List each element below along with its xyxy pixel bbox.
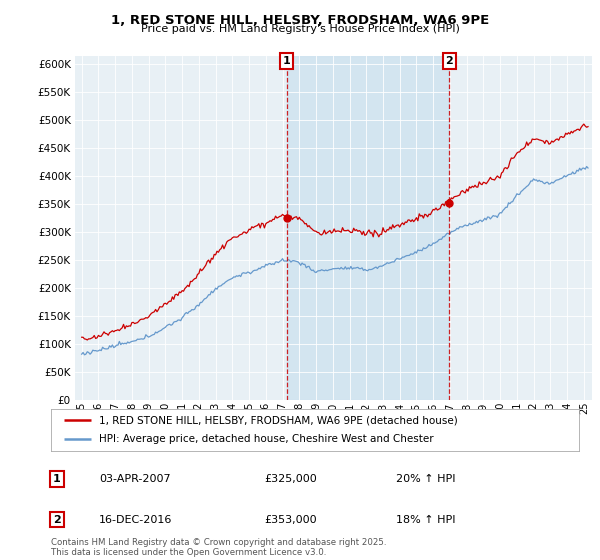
Text: 1: 1 xyxy=(283,56,290,66)
Bar xyxy=(287,56,449,400)
Text: £325,000: £325,000 xyxy=(264,474,317,484)
Text: £353,000: £353,000 xyxy=(264,515,317,525)
Text: 03-APR-2007: 03-APR-2007 xyxy=(99,474,170,484)
Text: HPI: Average price, detached house, Cheshire West and Chester: HPI: Average price, detached house, Ches… xyxy=(98,435,433,445)
Text: 1, RED STONE HILL, HELSBY, FRODSHAM, WA6 9PE (detached house): 1, RED STONE HILL, HELSBY, FRODSHAM, WA6… xyxy=(98,415,457,425)
Text: 18% ↑ HPI: 18% ↑ HPI xyxy=(396,515,455,525)
Text: Contains HM Land Registry data © Crown copyright and database right 2025.
This d: Contains HM Land Registry data © Crown c… xyxy=(51,538,386,557)
Text: Price paid vs. HM Land Registry's House Price Index (HPI): Price paid vs. HM Land Registry's House … xyxy=(140,24,460,34)
Text: 2: 2 xyxy=(53,515,61,525)
Text: 16-DEC-2016: 16-DEC-2016 xyxy=(99,515,172,525)
Text: 1: 1 xyxy=(53,474,61,484)
Text: 1, RED STONE HILL, HELSBY, FRODSHAM, WA6 9PE: 1, RED STONE HILL, HELSBY, FRODSHAM, WA6… xyxy=(111,14,489,27)
Text: 2: 2 xyxy=(445,56,453,66)
Text: 20% ↑ HPI: 20% ↑ HPI xyxy=(396,474,455,484)
